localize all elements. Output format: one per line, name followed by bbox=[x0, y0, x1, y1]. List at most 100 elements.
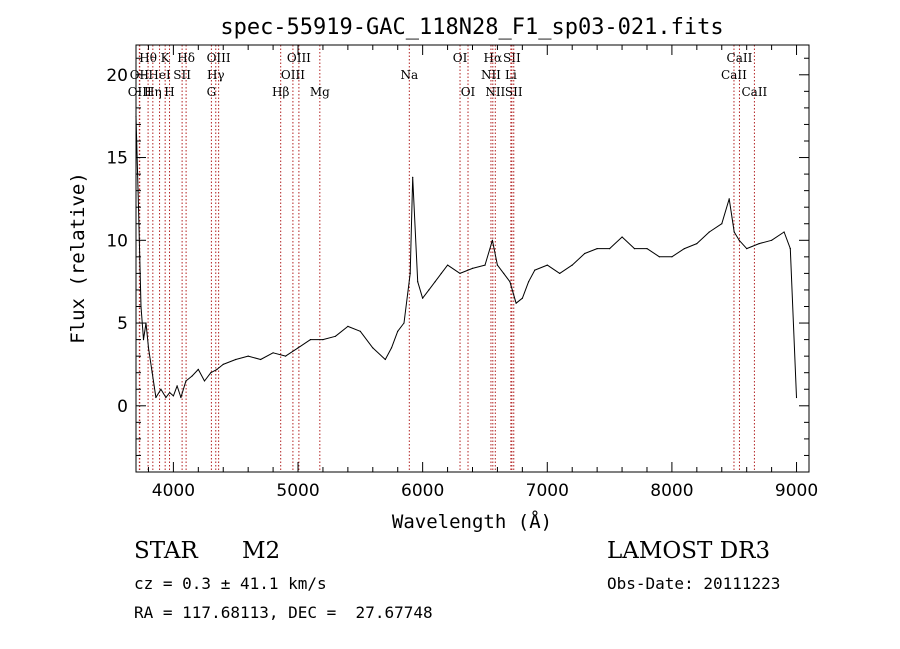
spectrum-point-25 bbox=[285, 355, 287, 357]
spectrum-point-44 bbox=[447, 264, 449, 266]
spectral-line-label-16: Na bbox=[400, 68, 418, 82]
spectrum-point-17 bbox=[203, 380, 206, 382]
spectrum-point-26 bbox=[297, 347, 299, 349]
object-subclass: M2 bbox=[242, 538, 281, 564]
spectral-line-label-26: CaII bbox=[721, 68, 747, 82]
spectrum-point-36 bbox=[403, 322, 405, 324]
y-tick-label-3: 15 bbox=[106, 149, 128, 169]
spectrum-point-34 bbox=[390, 347, 393, 349]
y-tick-label-2: 10 bbox=[106, 231, 128, 251]
spectrum-point-35 bbox=[397, 330, 399, 332]
spectrum-point-63 bbox=[633, 248, 636, 250]
spectrum-point-66 bbox=[671, 256, 673, 258]
spectrum-point-20 bbox=[222, 363, 224, 365]
spectrum-point-77 bbox=[783, 231, 785, 233]
spectral-line-label-0: Hθ bbox=[139, 51, 157, 65]
spectral-line-label-4: Hη bbox=[144, 85, 162, 99]
spectrum-point-23 bbox=[260, 358, 262, 361]
x-tick-label-2: 6000 bbox=[401, 481, 444, 501]
spectrum-point-52 bbox=[515, 302, 517, 304]
spectral-lines-layer: HθOIIOIIIHeIHηKSIIHHδOIIIHγGOIIIOIIIHβMg… bbox=[128, 45, 768, 472]
y-tick-label-0: 0 bbox=[117, 397, 128, 417]
spectrum-point-22 bbox=[247, 355, 249, 357]
spectrum-point-5 bbox=[147, 347, 150, 349]
spectrum-point-53 bbox=[521, 297, 524, 299]
coordinates-readout: RA = 117.68113, DEC = 27.67748 bbox=[134, 603, 433, 622]
spectrum-point-21 bbox=[235, 358, 237, 361]
spectral-line-label-12: OIII bbox=[287, 51, 311, 65]
spectral-line-label-17: OI bbox=[453, 51, 468, 65]
spectrum-point-71 bbox=[728, 198, 730, 200]
spectrum-point-29 bbox=[334, 335, 336, 337]
x-tick-label-1: 5000 bbox=[276, 481, 319, 501]
spectral-line-label-20: SII bbox=[503, 51, 521, 65]
spectrum-point-61 bbox=[609, 248, 611, 250]
spectrum-point-19 bbox=[216, 368, 218, 370]
redshift-readout: cz = 0.3 ± 41.1 km/s bbox=[134, 574, 327, 593]
object-type: STAR bbox=[134, 538, 198, 564]
spectrum-point-50 bbox=[503, 272, 505, 274]
spectrum-layer bbox=[135, 115, 798, 399]
spectral-line-label-19: Hα bbox=[484, 51, 503, 65]
spectrum-point-78 bbox=[789, 248, 791, 250]
observation-date: Obs-Date: 20111223 bbox=[607, 574, 781, 593]
spectrum-point-65 bbox=[658, 256, 661, 258]
spectrum-point-51 bbox=[509, 281, 511, 283]
spectrum-point-3 bbox=[142, 339, 145, 341]
spectrum-point-7 bbox=[155, 396, 157, 399]
x-tick-label-0: 4000 bbox=[152, 481, 195, 501]
y-tick-label-1: 5 bbox=[117, 314, 128, 334]
spectrum-point-39 bbox=[417, 281, 419, 283]
spectrum-point-8 bbox=[160, 388, 162, 390]
spectral-line-label-14: Hβ bbox=[272, 85, 289, 99]
spectrum-point-10 bbox=[169, 392, 171, 394]
spectral-line-label-7: H bbox=[164, 85, 174, 99]
spectrum-point-75 bbox=[758, 243, 760, 245]
x-axis-label: Wavelength (Å) bbox=[392, 510, 552, 533]
spectrum-point-27 bbox=[309, 339, 312, 341]
spectrum-point-58 bbox=[571, 264, 573, 266]
spectral-line-label-10: Hγ bbox=[207, 68, 225, 82]
spectral-line-label-5: K bbox=[161, 51, 171, 65]
spectrum-point-9 bbox=[165, 396, 167, 399]
spectrum-point-14 bbox=[185, 380, 187, 382]
spectral-line-label-15: Mg bbox=[310, 85, 330, 99]
spectrum-point-68 bbox=[696, 243, 698, 245]
spectrum-point-38 bbox=[412, 176, 414, 178]
spectrum-point-57 bbox=[559, 272, 561, 274]
spectrum-point-54 bbox=[528, 281, 530, 283]
spectrum-point-46 bbox=[471, 267, 474, 269]
spectrum-point-28 bbox=[322, 339, 324, 341]
spectrum-point-13 bbox=[180, 396, 182, 399]
spectral-line-label-3: HeI bbox=[148, 68, 171, 82]
spectrum-point-73 bbox=[738, 239, 740, 241]
axes-layer: 4000 5000 6000 7000 8000 9000 0 5 10 15 20 bbox=[106, 45, 818, 501]
survey-name: LAMOST DR3 bbox=[607, 538, 771, 564]
spectrum-point-12 bbox=[176, 385, 178, 387]
spectrum-point-33 bbox=[384, 358, 386, 361]
spectral-line-label-23: NII bbox=[485, 85, 505, 99]
spectrum-point-64 bbox=[646, 248, 648, 250]
spectral-line-label-13: OIII bbox=[281, 68, 305, 82]
spectral-line-label-9: OIII bbox=[207, 51, 231, 65]
spectrum-point-47 bbox=[484, 264, 486, 266]
spectral-line-label-2: OIII bbox=[128, 85, 152, 99]
spectrum-point-40 bbox=[422, 297, 424, 299]
spectrum-point-70 bbox=[721, 223, 723, 225]
spectral-line-label-8: Hδ bbox=[177, 51, 195, 65]
spectrum-point-76 bbox=[771, 239, 773, 241]
spectrum-point-69 bbox=[708, 231, 710, 233]
spectrum-point-15 bbox=[191, 375, 193, 377]
spectrum-point-55 bbox=[534, 269, 536, 271]
spectrum-point-18 bbox=[210, 372, 212, 374]
spectrum-point-59 bbox=[584, 252, 586, 255]
spectrum-point-11 bbox=[172, 395, 174, 397]
y-axis-label: Flux (relative) bbox=[67, 172, 89, 344]
spectral-line-label-21: NII bbox=[481, 68, 501, 82]
spectrum-point-24 bbox=[272, 352, 274, 354]
spectrum-point-43 bbox=[440, 272, 442, 274]
spectrum-point-48 bbox=[491, 239, 493, 241]
spectrum-point-16 bbox=[197, 368, 199, 370]
spectrum-point-42 bbox=[434, 281, 436, 283]
spectral-line-label-24: SII bbox=[505, 85, 523, 99]
